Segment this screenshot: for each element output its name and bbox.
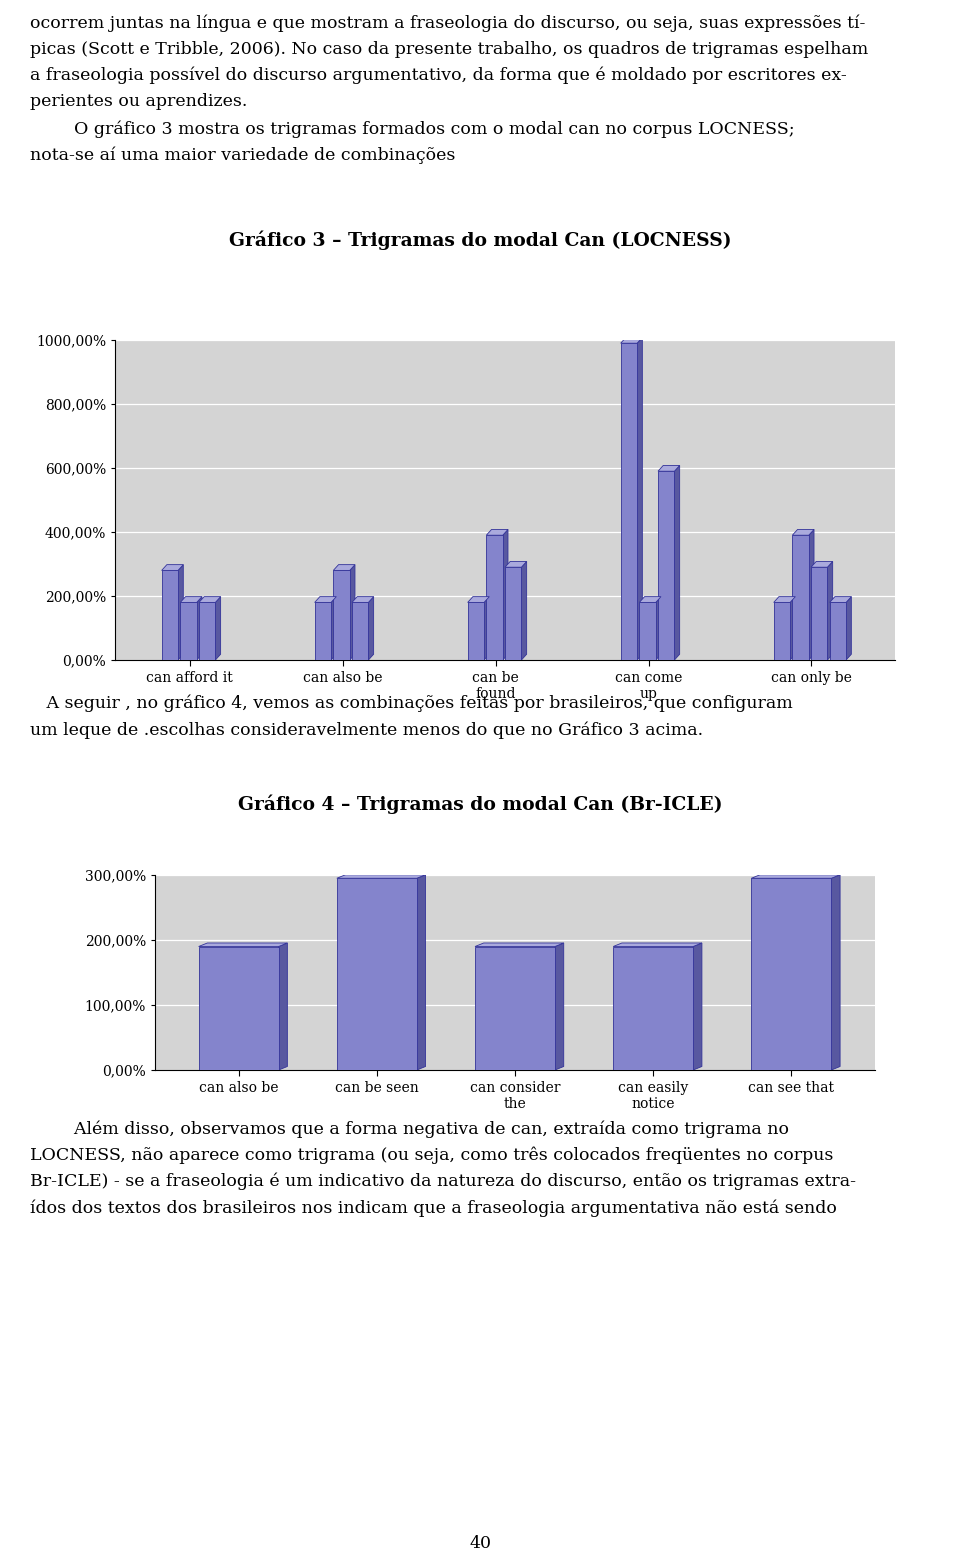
Bar bbox=[337, 878, 417, 1069]
Bar bbox=[752, 878, 831, 1069]
Text: O gráfico 3 mostra os trigramas formados com o modal can no corpus LOCNESS;: O gráfico 3 mostra os trigramas formados… bbox=[30, 120, 795, 137]
Bar bbox=[829, 602, 846, 659]
Polygon shape bbox=[475, 943, 564, 946]
Polygon shape bbox=[331, 597, 336, 659]
Polygon shape bbox=[828, 561, 832, 659]
Bar bbox=[199, 602, 215, 659]
Polygon shape bbox=[505, 561, 527, 567]
Polygon shape bbox=[808, 530, 814, 659]
Text: Br-ICLE) - se a fraseologia é um indicativo da natureza do discurso, então os tr: Br-ICLE) - se a fraseologia é um indicat… bbox=[30, 1172, 856, 1191]
Text: a fraseologia possível do discurso argumentativo, da forma que é moldado por esc: a fraseologia possível do discurso argum… bbox=[30, 67, 847, 84]
Polygon shape bbox=[487, 530, 508, 535]
Text: LOCNESS, não aparece como trigrama (ou seja, como três colocados freqüentes no c: LOCNESS, não aparece como trigrama (ou s… bbox=[30, 1146, 833, 1165]
Text: ídos dos textos dos brasileiros nos indicam que a fraseologia argumentativa não : ídos dos textos dos brasileiros nos indi… bbox=[30, 1199, 837, 1218]
Text: um leque de .escolhas consideravelmente menos do que no Gráfico 3 acima.: um leque de .escolhas consideravelmente … bbox=[30, 722, 703, 739]
Polygon shape bbox=[621, 337, 642, 343]
Text: Gráfico 3 – Trigramas do modal Can (LOCNESS): Gráfico 3 – Trigramas do modal Can (LOCN… bbox=[228, 231, 732, 249]
Bar bbox=[487, 535, 503, 659]
Polygon shape bbox=[215, 597, 221, 659]
Bar bbox=[621, 343, 637, 659]
Polygon shape bbox=[675, 466, 680, 659]
Polygon shape bbox=[774, 597, 795, 602]
Polygon shape bbox=[178, 564, 183, 659]
Bar bbox=[639, 602, 656, 659]
Polygon shape bbox=[199, 597, 221, 602]
Bar bbox=[333, 571, 349, 659]
Polygon shape bbox=[555, 943, 564, 1069]
Polygon shape bbox=[846, 597, 852, 659]
Polygon shape bbox=[639, 597, 661, 602]
Polygon shape bbox=[790, 597, 795, 659]
Polygon shape bbox=[831, 875, 840, 1069]
Polygon shape bbox=[315, 597, 336, 602]
Polygon shape bbox=[637, 337, 642, 659]
Bar bbox=[475, 946, 555, 1069]
Bar bbox=[505, 567, 521, 659]
Bar bbox=[315, 602, 331, 659]
Polygon shape bbox=[333, 564, 355, 571]
Polygon shape bbox=[484, 597, 490, 659]
Polygon shape bbox=[369, 597, 373, 659]
Polygon shape bbox=[161, 564, 183, 571]
Bar bbox=[774, 602, 790, 659]
Bar bbox=[180, 602, 197, 659]
Polygon shape bbox=[197, 597, 202, 659]
Polygon shape bbox=[180, 597, 202, 602]
Polygon shape bbox=[278, 943, 287, 1069]
Text: picas (Scott e Tribble, 2006). No caso da presente trabalho, os quadros de trigr: picas (Scott e Tribble, 2006). No caso d… bbox=[30, 41, 868, 58]
Text: perientes ou aprendizes.: perientes ou aprendizes. bbox=[30, 94, 248, 111]
Polygon shape bbox=[521, 561, 527, 659]
Text: A seguir , no gráfico 4, vemos as combinações feitas por brasileiros, que config: A seguir , no gráfico 4, vemos as combin… bbox=[30, 695, 793, 712]
Bar bbox=[161, 571, 178, 659]
Text: 40: 40 bbox=[469, 1536, 491, 1553]
Polygon shape bbox=[199, 943, 287, 946]
Text: ocorrem juntas na língua e que mostram a fraseologia do discurso, ou seja, suas : ocorrem juntas na língua e que mostram a… bbox=[30, 14, 865, 31]
Polygon shape bbox=[752, 875, 840, 878]
Bar bbox=[658, 471, 675, 659]
Bar bbox=[613, 946, 693, 1069]
Polygon shape bbox=[468, 597, 490, 602]
Polygon shape bbox=[337, 875, 425, 878]
Polygon shape bbox=[656, 597, 661, 659]
Text: Gráfico 4 – Trigramas do modal Can (Br-ICLE): Gráfico 4 – Trigramas do modal Can (Br-I… bbox=[238, 795, 722, 814]
Polygon shape bbox=[352, 597, 373, 602]
Polygon shape bbox=[693, 943, 702, 1069]
Polygon shape bbox=[658, 466, 680, 471]
Bar bbox=[811, 567, 828, 659]
Polygon shape bbox=[792, 530, 814, 535]
Polygon shape bbox=[417, 875, 425, 1069]
Bar bbox=[468, 602, 484, 659]
Text: nota-se aí uma maior variedade de combinações: nota-se aí uma maior variedade de combin… bbox=[30, 147, 455, 164]
Polygon shape bbox=[503, 530, 508, 659]
Polygon shape bbox=[811, 561, 832, 567]
Polygon shape bbox=[613, 943, 702, 946]
Polygon shape bbox=[349, 564, 355, 659]
Text: Além disso, observamos que a forma negativa de can, extraída como trigrama no: Além disso, observamos que a forma negat… bbox=[30, 1119, 789, 1138]
Bar bbox=[352, 602, 369, 659]
Polygon shape bbox=[829, 597, 852, 602]
Bar bbox=[199, 946, 278, 1069]
Bar bbox=[792, 535, 808, 659]
